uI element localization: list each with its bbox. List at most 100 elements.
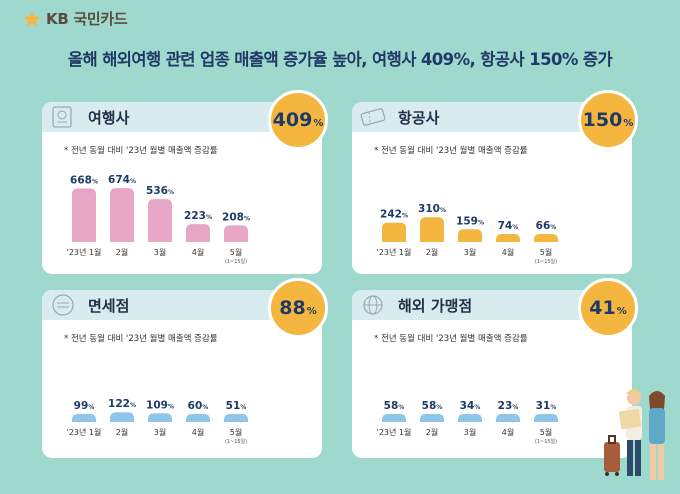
bar [534, 234, 558, 242]
data-label: 208% [222, 211, 250, 223]
duty-free-icon [52, 294, 74, 316]
bar [186, 414, 210, 422]
tick-label: '23년 1월 [377, 247, 412, 257]
bar [382, 222, 406, 242]
travel-agency-card: 여행사 409% * 전년 동월 대비 '23년 월별 매출액 증감률 668%… [42, 90, 328, 274]
data-label: 66% [536, 220, 557, 232]
bar [458, 229, 482, 242]
bar [72, 188, 96, 242]
data-label: 74% [498, 220, 519, 232]
chart-note: * 전년 동월 대비 '23년 월별 매출액 증감률 [64, 146, 218, 156]
data-label: 223% [184, 210, 212, 222]
badge-unit: % [306, 306, 317, 317]
card-title: 항공사 [398, 109, 440, 127]
chart-note: * 전년 동월 대비 '23년 월별 매출액 증감률 [374, 334, 528, 344]
bar-chart: 99% '23년 1월 122% 2월 109% 3월 60% 4월 51% 5월 (1~15일) [62, 358, 262, 448]
badge-unit: % [623, 118, 634, 129]
bar [224, 225, 248, 242]
data-label: 51% [226, 400, 247, 412]
tick-label: '23년 1월 [377, 427, 412, 437]
growth-badge: 409% [268, 90, 328, 150]
tick-label: 2월 [116, 427, 128, 437]
tick-note: (1~15일) [225, 438, 247, 445]
tick-label: 4월 [502, 427, 514, 437]
bar-chart-svg: 242% '23년 1월 310% 2월 159% 3월 74% 4월 66% 5월(1~15일) [377, 203, 558, 265]
tick-label: 3월 [464, 247, 476, 257]
badge-unit: % [616, 306, 627, 317]
bar [186, 224, 210, 242]
duty-free-card: 면세점 88% * 전년 동월 대비 '23년 월별 매출액 증감률 99% '2… [42, 278, 328, 458]
data-label: 674% [108, 174, 136, 186]
bar [420, 414, 444, 422]
tick-note: (1~15일) [225, 258, 247, 265]
tick-note: (1~15일) [535, 258, 557, 265]
tick-label: 5월 [230, 427, 242, 437]
data-label: 23% [498, 400, 519, 412]
bar [534, 414, 558, 422]
tick-label: 5월 [540, 247, 552, 257]
tick-label: 2월 [426, 247, 438, 257]
badge-unit: % [313, 118, 324, 129]
data-label: 58% [384, 400, 405, 412]
page-headline: 올해 해외여행 관련 업종 매출액 증가율 높아, 여행사 409%, 항공사 … [67, 50, 613, 69]
bar [420, 217, 444, 242]
bar [110, 412, 134, 422]
data-label: 58% [422, 400, 443, 412]
chart-note: * 전년 동월 대비 '23년 월별 매출액 증감률 [64, 334, 218, 344]
bar [496, 234, 520, 242]
badge-value: 41 [589, 297, 616, 319]
tick-label: 3월 [154, 247, 166, 257]
tick-label: '23년 1월 [67, 427, 102, 437]
tick-label: 2월 [426, 427, 438, 437]
tick-label: 4월 [192, 247, 204, 257]
travelers-illustration [604, 389, 665, 480]
badge-value: 150 [582, 109, 623, 131]
airline-card: 항공사 150% * 전년 동월 대비 '23년 월별 매출액 증감률 242%… [352, 90, 638, 274]
bar-chart-svg: 668% '23년 1월 674% 2월 536% 3월 223% 4월 208% 5월(1~15… [67, 174, 250, 265]
data-label: 31% [536, 400, 557, 412]
card-title: 면세점 [88, 297, 130, 315]
bar-chart-svg: 58% '23년 1월 58% 2월 34% 3월 23% 4월 31% 5월(1~15일) [377, 400, 558, 445]
tick-label: 5월 [540, 427, 552, 437]
brand-mark: KB [46, 10, 69, 28]
passport-icon [52, 106, 72, 128]
bar [382, 414, 406, 422]
growth-badge: 150% [578, 90, 638, 150]
ticket-icon [360, 108, 386, 126]
bar [458, 414, 482, 422]
badge-value: 409 [272, 109, 313, 131]
globe-icon [363, 295, 383, 315]
data-label: 34% [460, 400, 481, 412]
bar-chart-svg: 99% '23년 1월 122% 2월 109% 3월 60% 4월 51% 5월(1~15일) [67, 398, 248, 445]
data-label: 159% [456, 215, 484, 227]
bar [496, 414, 520, 422]
tick-label: 3월 [154, 427, 166, 437]
data-label: 60% [188, 400, 209, 412]
growth-badge: 41% [578, 278, 638, 338]
tick-label: 4월 [502, 247, 514, 257]
tick-label: '23년 1월 [67, 247, 102, 257]
card-title: 여행사 [88, 109, 130, 127]
data-label: 536% [146, 185, 174, 197]
bar [148, 199, 172, 242]
brand-name: KB 국민카드 [46, 8, 128, 29]
bar [224, 414, 248, 422]
growth-badge: 88% [268, 278, 328, 338]
tick-label: 2월 [116, 247, 128, 257]
bar-chart: 668% '23년 1월 674% 2월 536% 3월 223% 4월 208% 5월 (1~15… [62, 170, 262, 268]
data-label: 668% [70, 175, 98, 187]
brand-text: 국민카드 [73, 10, 128, 28]
tick-label: 3월 [464, 427, 476, 437]
chart-note: * 전년 동월 대비 '23년 월별 매출액 증감률 [374, 146, 528, 156]
tick-note: (1~15일) [535, 438, 557, 445]
bar [148, 413, 172, 422]
bar-chart: 242% '23년 1월 310% 2월 159% 3월 74% 4월 66% 5월 (1~15일) [372, 170, 572, 268]
brand-logo: KB 국민카드 [22, 8, 128, 29]
data-label: 99% [74, 400, 95, 412]
data-label: 242% [380, 209, 408, 221]
bar [110, 188, 134, 242]
bar [72, 414, 96, 422]
star-logo-icon [23, 10, 41, 27]
tick-label: 4월 [192, 427, 204, 437]
data-label: 310% [418, 203, 446, 215]
